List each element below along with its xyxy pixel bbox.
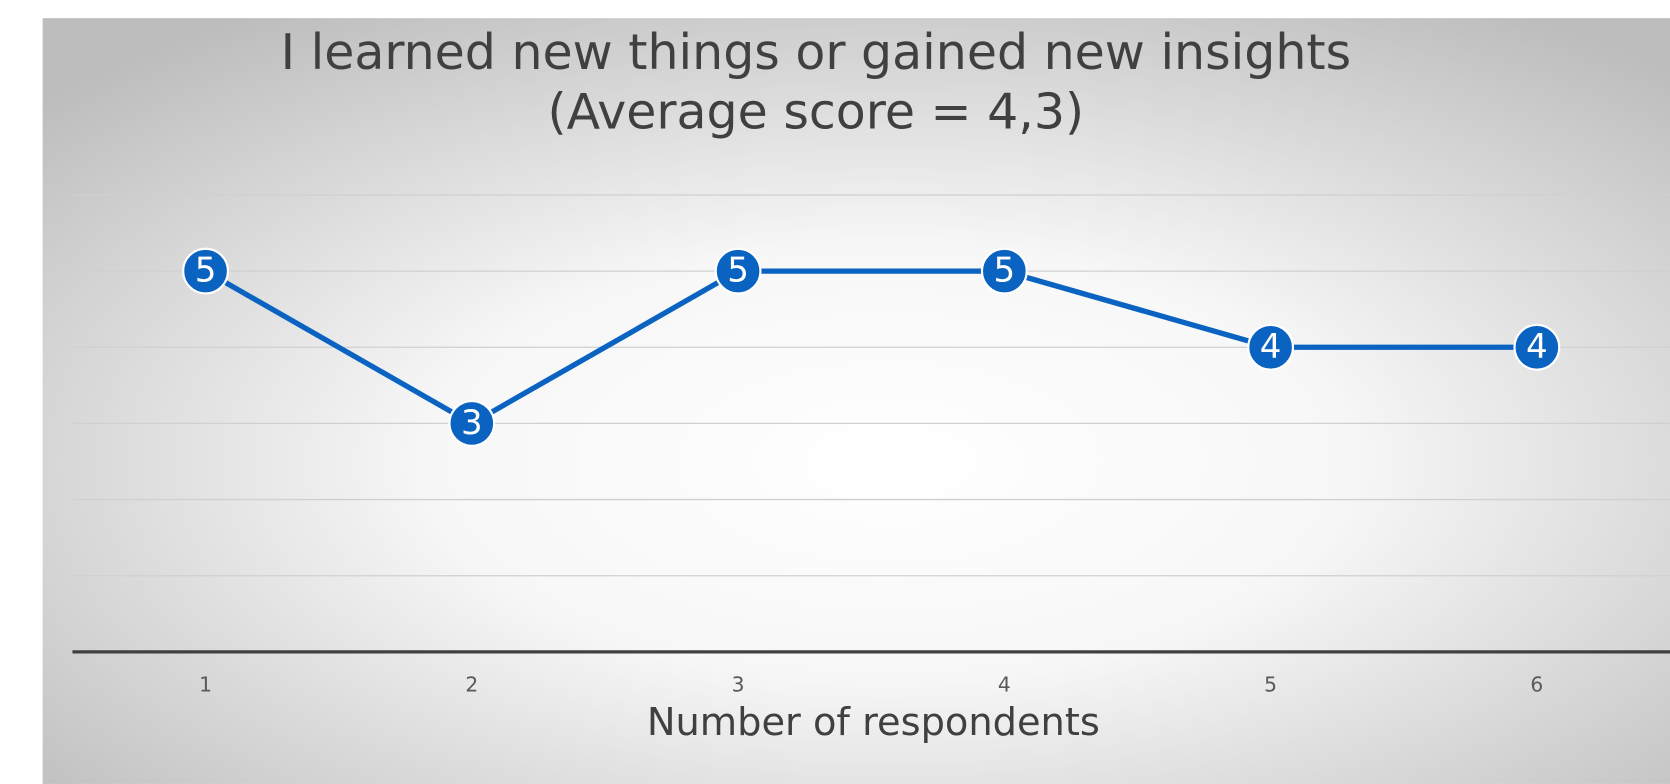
data-point (182, 247, 229, 295)
x-tick-label: 4 (998, 672, 1011, 696)
data-label: 4 (1260, 327, 1282, 367)
data-point (1513, 323, 1561, 371)
chart-title: I learned new things or gained new insig… (281, 24, 1352, 81)
data-point (980, 247, 1028, 295)
data-line (204, 268, 1537, 427)
data-label: 5 (993, 251, 1015, 291)
x-tick-label: 1 (199, 672, 212, 696)
data-point (448, 399, 496, 447)
data-label: 5 (727, 251, 749, 291)
x-tick-label: 6 (1530, 672, 1543, 696)
x-tick-label: 5 (1264, 672, 1277, 696)
chart-background (42, 18, 1670, 784)
data-point (1247, 323, 1295, 371)
data-label: 4 (1526, 327, 1548, 367)
x-axis-label: Number of respondents (647, 700, 1100, 745)
x-tick-label: 3 (732, 672, 745, 696)
x-tick-label: 2 (465, 672, 478, 696)
chart-subtitle: (Average score = 4,3) (548, 84, 1085, 141)
data-label: 5 (195, 251, 217, 291)
data-label: 3 (461, 403, 483, 443)
data-point (714, 247, 762, 295)
